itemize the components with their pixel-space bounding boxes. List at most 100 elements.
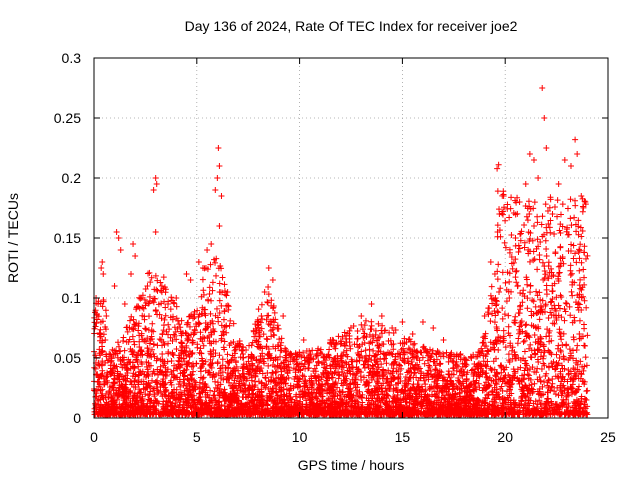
data-point [368,318,375,325]
data-point [576,317,583,324]
data-point [223,292,230,299]
data-point [196,320,203,327]
data-point [532,303,539,310]
data-point [409,331,416,337]
data-point [99,386,106,393]
data-point [527,282,534,289]
data-point [564,231,571,238]
data-point [584,387,591,394]
data-point [123,324,130,331]
data-point [508,194,515,201]
data-point [505,351,512,358]
data-point [367,326,374,333]
data-point [305,365,312,372]
data-point [582,354,589,361]
data-point [481,343,488,350]
data-point [512,268,519,275]
data-point [198,355,205,362]
data-point [495,309,502,316]
data-point [216,280,223,287]
data-point [195,259,202,265]
data-point [265,362,272,369]
data-point [368,301,375,307]
data-point [204,247,211,253]
data-point [541,268,548,275]
data-point [554,197,561,204]
data-point [399,319,406,325]
data-point [528,354,535,361]
data-point [300,337,307,343]
data-point [410,341,417,348]
data-point [280,313,287,319]
data-point [169,338,176,345]
data-point [567,262,574,269]
data-point [398,365,405,372]
data-point [531,380,538,387]
data-point [188,363,195,370]
data-point [573,347,580,354]
data-point [213,272,220,279]
data-point [224,351,231,358]
data-point [523,321,530,328]
data-point [358,313,365,319]
data-point [275,325,282,332]
data-point [261,289,268,295]
data-point [516,310,523,317]
data-point [206,284,213,291]
data-point [187,277,194,283]
data-point [211,328,218,335]
data-point [580,321,587,328]
data-point [264,312,271,319]
data-point [167,306,174,313]
data-point [347,345,354,352]
data-point [555,302,562,309]
data-point [556,269,563,276]
data-point [147,279,154,286]
data-point [578,286,585,293]
data-point [183,271,190,277]
data-point [539,259,546,266]
data-point [265,265,272,271]
data-point [152,229,159,235]
data-point [142,325,149,332]
data-point [543,145,550,151]
data-point [197,368,204,375]
data-point [121,301,128,307]
data-point [563,300,570,307]
data-point [117,247,124,253]
data-point [370,347,377,354]
data-point [506,295,513,301]
data-point [136,338,143,345]
data-point [494,268,501,275]
data-point [559,342,566,349]
data-point [581,297,588,304]
data-point [173,346,180,353]
data-point [569,292,576,299]
data-point [173,295,180,301]
data-point [123,378,130,385]
data-point [356,357,363,364]
data-point [578,193,585,199]
data-point [543,246,550,253]
data-point [572,136,579,143]
data-point [176,321,183,328]
data-point [99,337,106,344]
data-point [190,315,197,322]
data-point [342,342,349,349]
data-point [487,318,494,325]
data-point [145,313,152,320]
data-point [497,285,504,292]
data-point [581,274,588,281]
data-point [568,270,575,277]
data-point [499,192,506,199]
data-point [262,374,269,381]
data-point [367,339,374,346]
data-point [160,274,167,281]
data-point [339,333,346,340]
data-point [526,151,533,157]
data-point [487,259,494,265]
data-point [265,284,272,291]
data-point [165,340,172,347]
data-point [138,359,145,366]
data-point [271,332,278,339]
